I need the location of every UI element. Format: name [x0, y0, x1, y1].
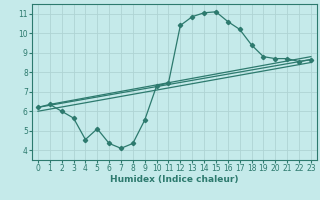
X-axis label: Humidex (Indice chaleur): Humidex (Indice chaleur) — [110, 175, 239, 184]
